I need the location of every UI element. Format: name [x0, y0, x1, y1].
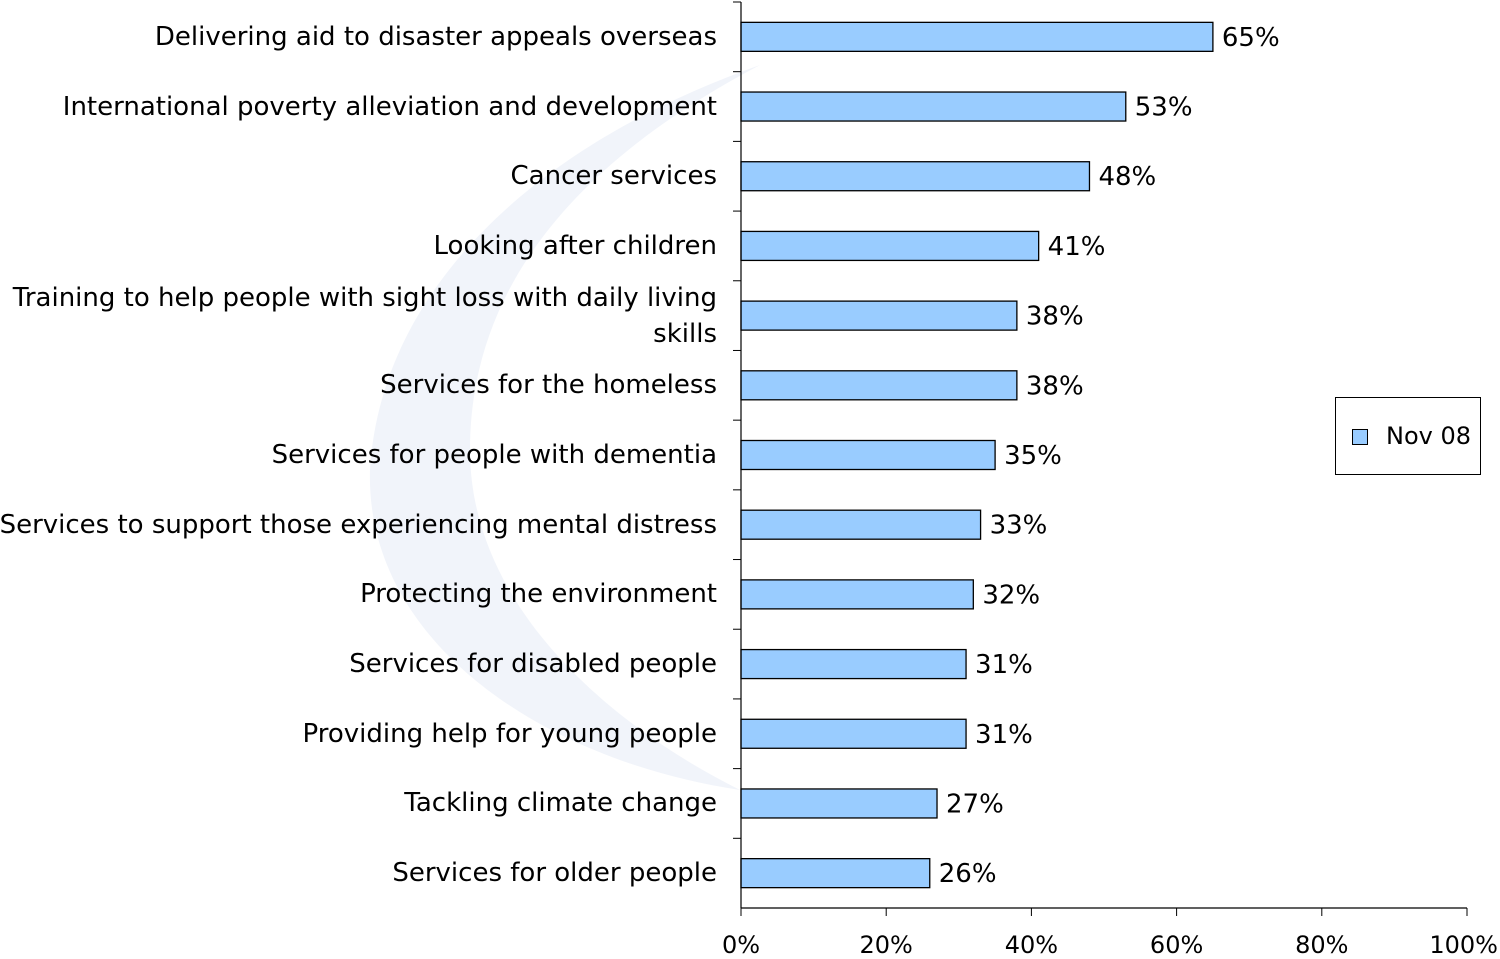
bar	[740, 439, 996, 471]
x-tick-label: 0%	[722, 931, 760, 959]
bar	[740, 161, 1091, 192]
bar	[740, 300, 1018, 331]
category-label: Tackling climate change	[404, 788, 717, 819]
category-label: Delivering aid to disaster appeals overs…	[154, 21, 717, 52]
data-label: 35%	[1004, 441, 1062, 471]
background-swoosh	[369, 65, 760, 790]
category-label: Services to support those experiencing m…	[0, 509, 717, 540]
data-label: 38%	[1026, 371, 1084, 401]
category-label: Services for the homeless	[380, 370, 717, 401]
bar	[740, 21, 1214, 52]
bar	[740, 788, 938, 819]
x-tick-label: 60%	[1150, 931, 1203, 959]
legend-label: Nov 08	[1386, 422, 1472, 450]
category-label: Training to help people with sight loss …	[12, 282, 717, 349]
bar	[740, 370, 1018, 401]
bar	[740, 718, 967, 749]
data-label: 38%	[1026, 302, 1084, 332]
data-label: 27%	[946, 789, 1004, 819]
data-label: 26%	[939, 859, 997, 889]
bar	[740, 230, 1040, 262]
category-label: Services for people with dementia	[271, 440, 717, 470]
category-label: Protecting the environment	[360, 579, 717, 610]
category-label: Services for older people	[392, 858, 717, 889]
x-tick-label: 20%	[860, 931, 913, 959]
category-label: Providing help for young people	[302, 718, 717, 749]
data-label: 53%	[1135, 93, 1193, 123]
bar	[740, 509, 982, 540]
x-tick-label: 100%	[1429, 931, 1498, 959]
bar	[740, 91, 1127, 122]
data-label: 31%	[975, 720, 1033, 750]
bar	[740, 858, 931, 889]
data-label: 32%	[982, 580, 1040, 610]
legend-swatch	[1352, 429, 1368, 445]
data-label: 41%	[1048, 232, 1106, 262]
bar	[740, 648, 967, 680]
data-label: 48%	[1098, 162, 1156, 192]
category-label: Services for disabled people	[349, 649, 717, 680]
data-label: 31%	[975, 650, 1033, 680]
bar	[740, 579, 974, 610]
x-tick-label: 40%	[1005, 931, 1058, 959]
legend: Nov 08	[1335, 397, 1481, 475]
data-label: 65%	[1222, 23, 1280, 53]
x-tick-label: 80%	[1295, 931, 1348, 959]
category-label: International poverty alleviation and de…	[62, 91, 717, 122]
category-label: Cancer services	[510, 161, 718, 192]
data-label: 33%	[990, 511, 1048, 541]
category-label: Looking after children	[433, 230, 717, 261]
